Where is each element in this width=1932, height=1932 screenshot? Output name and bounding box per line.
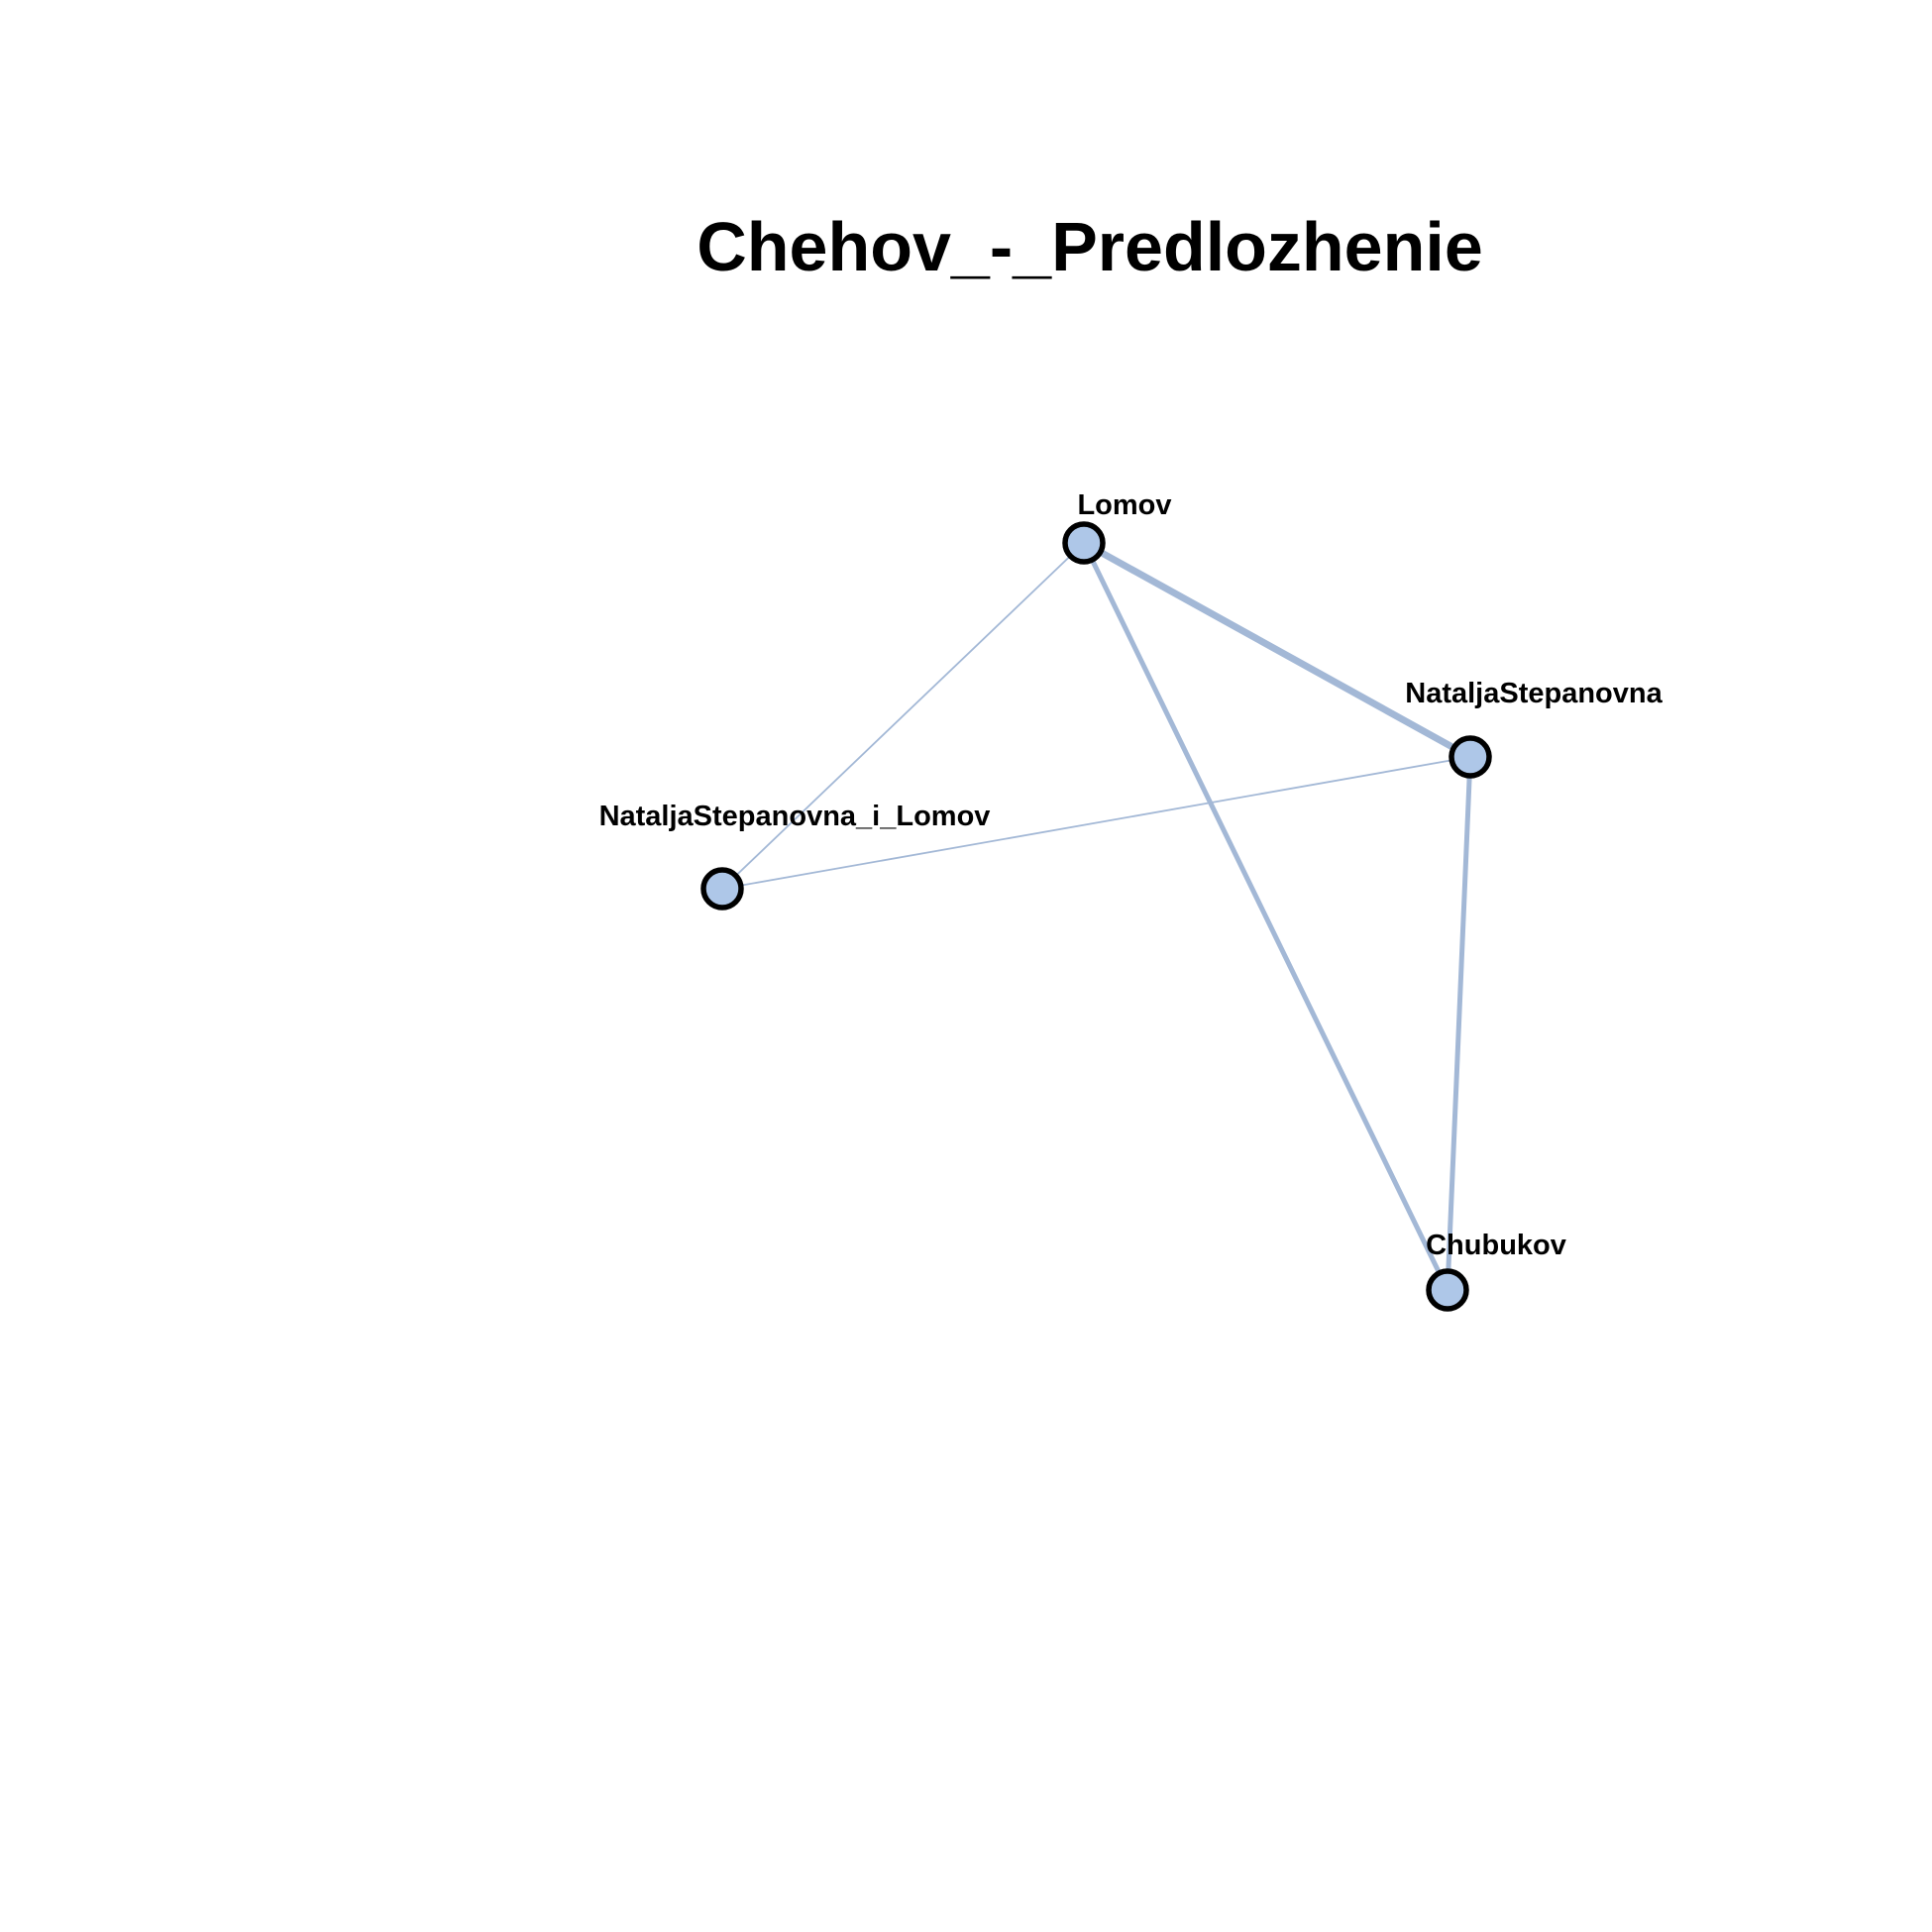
node-chubukov bbox=[1426, 1268, 1469, 1312]
graph-title: Chehov_-_Predlozhenie bbox=[697, 208, 1483, 285]
node-lomov bbox=[1062, 521, 1106, 565]
node-natalja_i_lomov bbox=[700, 867, 744, 911]
node-layer bbox=[700, 521, 1492, 1312]
node-label-chubukov: Chubukov bbox=[1426, 1230, 1566, 1261]
edge-lomov-chubukov bbox=[1081, 540, 1450, 1293]
node-label-natalja_i_lomov: NataljaStepanovna_i_Lomov bbox=[599, 801, 991, 832]
node-natalja bbox=[1449, 735, 1492, 779]
node-label-natalja: NataljaStepanovna bbox=[1405, 678, 1663, 709]
edge-layer bbox=[721, 539, 1474, 1293]
edge-lomov-natalja_i_lomov bbox=[721, 542, 1085, 890]
edge-lomov-natalja bbox=[1080, 539, 1474, 761]
node-label-lomov: Lomov bbox=[1077, 489, 1171, 521]
edge-natalja-natalja_i_lomov bbox=[721, 756, 1471, 890]
edge-natalja-chubukov bbox=[1445, 754, 1473, 1293]
label-layer: Lomov NataljaStepanovna NataljaStepanovna_… bbox=[599, 489, 1664, 1261]
